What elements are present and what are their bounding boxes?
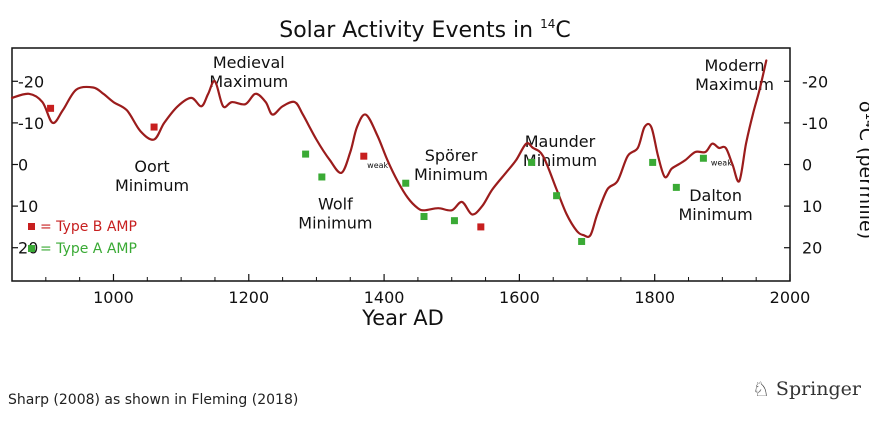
event-label-line: Oort: [134, 157, 169, 176]
type-a-amp-marker: [402, 179, 410, 187]
y-tick-label: 20: [802, 239, 822, 258]
left-y-tick-label: -10: [18, 114, 44, 133]
event-label: Oort Minimum: [115, 157, 189, 195]
type-a-amp-marker: [672, 183, 680, 191]
type-a-amp-marker: [302, 150, 310, 158]
left-y-tick-label: 0: [18, 156, 28, 175]
y-tick-label: -20: [802, 72, 828, 91]
legend-type-a-label: = Type A AMP: [40, 241, 137, 257]
chart-title: Solar Activity Events in 14C: [279, 17, 571, 43]
event-label-line: Minimum: [679, 205, 753, 224]
legend-type-b-marker: [28, 223, 35, 230]
type-a-amp-marker: [420, 213, 428, 221]
weak-label: weak: [711, 158, 732, 167]
event-label-line: Minimum: [414, 165, 488, 184]
type-a-amp-marker: [528, 158, 536, 166]
publisher-logo: ♘ Springer: [752, 378, 861, 400]
event-label: Dalton Minimum: [679, 186, 753, 224]
event-label-line: Maximum: [209, 72, 288, 91]
x-tick-label: 1000: [93, 288, 134, 307]
event-label-line: Spörer: [425, 146, 478, 165]
type-b-amp-marker: [47, 104, 55, 112]
event-label-line: Minimum: [115, 176, 189, 195]
event-label-line: Wolf: [318, 194, 353, 213]
legend-type-b-label: = Type B AMP: [40, 219, 137, 235]
left-y-tick-label: -20: [18, 72, 44, 91]
type-b-amp-marker: [360, 152, 368, 160]
type-a-amp-marker: [318, 173, 326, 181]
type-a-amp-marker: [649, 158, 657, 166]
event-label: Spörer Minimum: [414, 146, 488, 184]
event-label-line: Maunder: [525, 132, 596, 151]
event-label-line: Dalton: [689, 186, 742, 205]
x-tick-label: 1600: [499, 288, 540, 307]
event-label: Wolf Minimum: [298, 194, 372, 232]
x-tick-label: 2000: [770, 288, 811, 307]
type-b-amp-marker: [477, 223, 485, 231]
type-b-amp-marker: [150, 123, 158, 131]
event-label-line: Minimum: [523, 151, 597, 170]
y-tick-label: 0: [802, 156, 812, 175]
x-tick-label: 1200: [228, 288, 269, 307]
event-label: Medieval Maximum: [209, 53, 288, 91]
event-label-line: Modern: [705, 56, 765, 75]
event-label: Maunder Minimum: [523, 132, 597, 170]
y-axis-label: δ¹⁴C (permille): [855, 101, 869, 239]
left-y-tick-label: 10: [18, 197, 38, 216]
event-label-line: Maximum: [695, 75, 774, 94]
figure-caption: Sharp (2008) as shown in Fleming (2018): [8, 392, 299, 408]
y-tick-label: 10: [802, 197, 822, 216]
legend-type-a-marker: [28, 245, 35, 252]
type-a-amp-marker: [699, 154, 707, 162]
event-label-line: Medieval: [213, 53, 285, 72]
type-a-amp-marker: [553, 192, 561, 200]
type-a-amp-marker: [450, 217, 458, 225]
event-label-line: Minimum: [298, 213, 372, 232]
y-tick-label: -10: [802, 114, 828, 133]
series-line-delta14c: [10, 59, 768, 239]
x-axis-label: Year AD: [361, 306, 444, 330]
chart: Solar Activity Events in 14C Medieval Max…: [10, 17, 869, 330]
type-a-amp-marker: [578, 237, 586, 245]
publisher-name: Springer: [775, 378, 861, 400]
x-tick-label: 1400: [364, 288, 405, 307]
x-tick-label: 1800: [634, 288, 675, 307]
springer-chess-knight-icon: ♘: [751, 377, 770, 401]
weak-label: weak: [367, 161, 388, 170]
event-label: Modern Maximum: [695, 56, 774, 94]
